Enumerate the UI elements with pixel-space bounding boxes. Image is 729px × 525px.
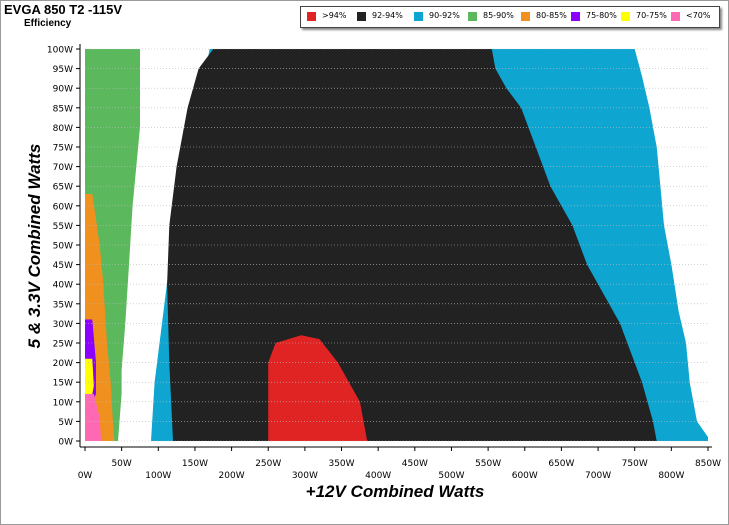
x-tick-label: 800W — [658, 471, 684, 481]
x-tick-label: 0W — [78, 471, 93, 481]
x-tick-label: 700W — [585, 471, 611, 481]
x-tick-label: 150W — [182, 459, 208, 469]
y-axis-title: 5 & 3.3V Combined Watts — [25, 144, 44, 349]
x-tick-label: 850W — [695, 459, 721, 469]
legend-swatch — [307, 12, 316, 21]
y-tick-label: 70W — [53, 163, 73, 173]
legend-label: 92-94% — [372, 11, 403, 20]
x-tick-label: 600W — [512, 471, 538, 481]
efficiency-region — [85, 394, 102, 441]
x-tick-label: 750W — [622, 459, 648, 469]
y-tick-label: 20W — [53, 359, 73, 369]
y-tick-label: 5W — [58, 418, 73, 428]
x-tick-label: 350W — [328, 459, 354, 469]
legend-swatch — [621, 12, 630, 21]
legend-label: <70% — [686, 11, 711, 20]
y-tick-label: 75W — [53, 144, 73, 154]
x-axis-title: +12V Combined Watts — [306, 482, 485, 501]
y-tick-label: 60W — [53, 202, 73, 212]
legend-label: 80-85% — [536, 11, 567, 20]
legend-swatch — [521, 12, 530, 21]
y-tick-label: 95W — [53, 65, 73, 75]
y-tick-label: 40W — [53, 281, 73, 291]
x-tick-label: 550W — [475, 459, 501, 469]
y-tick-label: 55W — [53, 222, 73, 232]
legend-label: 70-75% — [636, 11, 667, 20]
legend-swatch — [671, 12, 680, 21]
efficiency-region — [85, 358, 94, 402]
legend: >94% 92-94% 90-92% 85-90% 80-85% 75-80% 70-75%… — [300, 6, 720, 28]
y-tick-label: 25W — [53, 340, 73, 350]
x-tick-label: 200W — [219, 471, 245, 481]
x-tick-label: 300W — [292, 471, 318, 481]
y-tick-label: 100W — [47, 46, 73, 56]
chart-title: EVGA 850 T2 -115V — [4, 2, 123, 17]
x-tick-label: 100W — [145, 471, 171, 481]
x-tick-label: 650W — [548, 459, 574, 469]
chart-subtitle: Efficiency — [24, 18, 72, 29]
legend-swatch — [468, 12, 477, 21]
y-tick-label: 65W — [53, 183, 73, 193]
legend-swatch — [571, 12, 580, 21]
legend-label: 90-92% — [429, 11, 460, 20]
gridlines — [79, 44, 712, 448]
y-tick-label: 10W — [53, 398, 73, 408]
y-tick-label: 0W — [58, 438, 73, 448]
y-tick-label: 45W — [53, 261, 73, 271]
y-tick-label: 15W — [53, 379, 73, 389]
y-axis-ticks: 0W 5W 10W 15W 20W 25W 30W 35W 40W 45W 50W 55W 60W 65W… — [47, 46, 80, 448]
legend-label: 75-80% — [586, 11, 617, 20]
x-tick-label: 400W — [365, 471, 391, 481]
y-tick-label: 80W — [53, 124, 73, 134]
y-tick-label: 30W — [53, 320, 73, 330]
x-tick-label: 500W — [438, 471, 464, 481]
x-tick-label: 450W — [402, 459, 428, 469]
x-tick-label: 50W — [111, 459, 131, 469]
y-tick-label: 85W — [53, 104, 73, 114]
x-tick-label: 250W — [255, 459, 281, 469]
legend-label: >94% — [322, 11, 347, 20]
efficiency-region — [268, 335, 368, 441]
x-axis-ticks: 0W 50W 100W 150W 200W 250W 300W 350W 400W 450W 500… — [78, 447, 721, 481]
y-tick-label: 50W — [53, 242, 73, 252]
legend-label: 85-90% — [483, 11, 514, 20]
y-tick-label: 90W — [53, 85, 73, 95]
legend-swatch — [414, 12, 423, 21]
y-tick-label: 35W — [53, 300, 73, 310]
legend-swatch — [357, 12, 366, 21]
